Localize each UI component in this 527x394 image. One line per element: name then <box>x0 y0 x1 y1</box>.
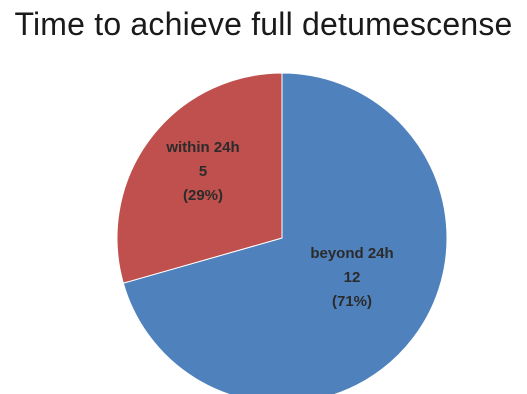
slice-name-label: beyond 24h <box>310 245 393 262</box>
slice-value-label: 12 <box>344 269 361 286</box>
chart-title: Time to achieve full detumescense <box>14 6 513 42</box>
slice-percent-label: (29%) <box>183 187 223 204</box>
slice-value-label: 5 <box>199 163 207 180</box>
slice-percent-label: (71%) <box>332 293 372 310</box>
slice-data-label-beyond-24h: beyond 24h 12 (71%) <box>310 245 393 310</box>
slice-name-label: within 24h <box>165 139 239 156</box>
slice-data-label-within-24h: within 24h 5 (29%) <box>165 139 239 204</box>
pie-slice-beyond-24h <box>122 72 448 394</box>
pie-slice-within-24h <box>116 72 283 284</box>
